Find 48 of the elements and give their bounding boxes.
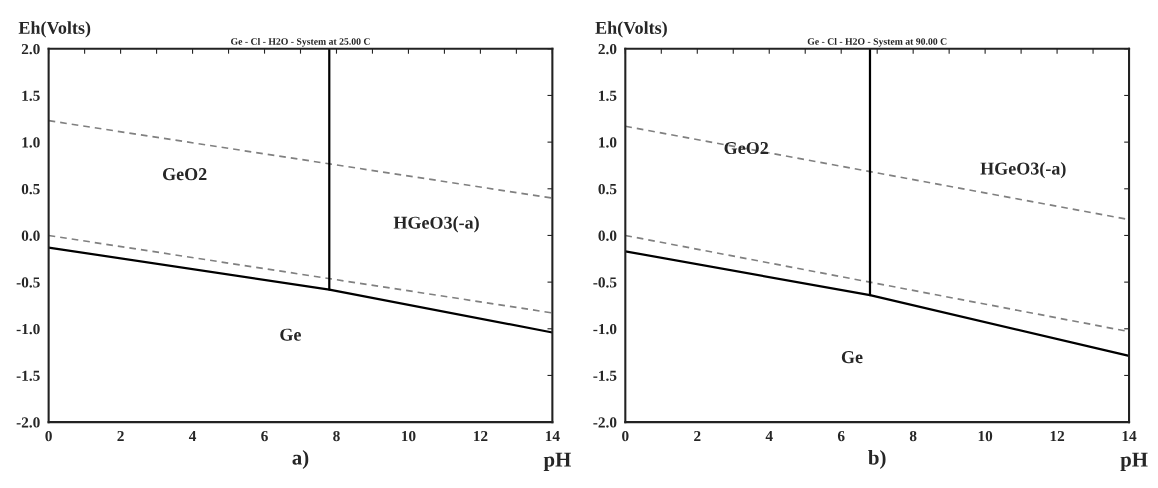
y-axis-title: Eh(Volts) <box>595 21 667 38</box>
chart-title: Ge - Cl - H2O - System at 90.00 C <box>807 37 947 47</box>
y-tick-label: 2.0 <box>598 43 617 55</box>
x-tick-label: 6 <box>261 430 268 442</box>
y-tick-label: 1.5 <box>22 90 40 101</box>
x-tick-label: 4 <box>765 431 773 442</box>
y-tick-label: -1.5 <box>16 370 40 381</box>
y-tick-label: -0.5 <box>16 277 40 288</box>
chart-title: Ge - Cl - H2O - System at 25.00 C <box>231 37 370 47</box>
y-tick-label: -2.0 <box>593 417 617 428</box>
x-tick-label: 10 <box>402 430 416 442</box>
x-tick-label: 8 <box>333 430 340 442</box>
x-tick-label: 12 <box>1050 430 1065 442</box>
y-tick-label: 0.0 <box>598 230 617 241</box>
annotation: GeO2 <box>162 168 207 181</box>
annotation: GeO2 <box>724 141 768 155</box>
y-tick-label: -1.5 <box>593 370 617 381</box>
x-tick-label: 2 <box>117 430 124 442</box>
y-tick-label: 0.5 <box>598 183 617 195</box>
y-tick-label: 0.0 <box>21 230 40 241</box>
x-axis-title: pH <box>543 452 571 471</box>
x-tick-label: 12 <box>473 430 488 442</box>
x-tick-label: 4 <box>188 431 197 442</box>
y-tick-label: -0.5 <box>593 277 617 288</box>
x-tick-label: 8 <box>909 430 917 442</box>
x-tick-label: 14 <box>545 430 560 442</box>
y-tick-label: 0.5 <box>21 183 40 195</box>
y-tick-label: -2.0 <box>16 417 40 428</box>
x-tick-label: 0 <box>622 430 629 442</box>
annotation: HGeO3(-a) <box>980 161 1066 179</box>
x-tick-label: 2 <box>694 430 701 442</box>
x-tick-label: 0 <box>45 430 52 442</box>
text: a) <box>292 450 309 469</box>
x-tick-label: 14 <box>1122 430 1137 442</box>
x-tick-label: 10 <box>978 430 993 442</box>
y-tick-label: -1.0 <box>593 323 617 335</box>
annotation: Ge <box>841 351 863 364</box>
annotation: HGeO3(-a) <box>393 216 479 233</box>
x-axis-title: pH <box>1120 452 1148 471</box>
y-tick-label: 1.0 <box>599 137 617 148</box>
y-tick-label: 1.5 <box>599 90 617 101</box>
text: b) <box>868 450 886 469</box>
annotation: Ge <box>280 328 301 341</box>
y-tick-label: -1.0 <box>16 323 40 335</box>
x-tick-label: 6 <box>837 430 845 442</box>
y-tick-label: 2.0 <box>21 43 40 55</box>
y-axis-title: Eh(Volts) <box>18 21 91 38</box>
y-tick-label: 1.0 <box>22 137 40 148</box>
